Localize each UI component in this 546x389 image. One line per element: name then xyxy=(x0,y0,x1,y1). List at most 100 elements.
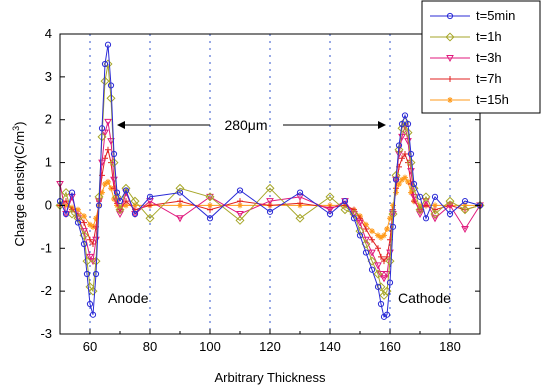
series-1 xyxy=(55,59,485,300)
legend-marker-3 xyxy=(447,76,453,82)
y-axis-title-superscript: 3 xyxy=(11,126,21,131)
series-2-point-42 xyxy=(410,193,418,201)
series-2-point-44 xyxy=(422,198,430,206)
series-2-point-24 xyxy=(326,206,334,214)
series-4-point-34 xyxy=(387,215,393,222)
series-1-point-14 xyxy=(109,158,119,168)
series-0-point-24 xyxy=(296,189,304,196)
legend-label-4: t=15h xyxy=(476,92,509,107)
series-0-point-25 xyxy=(326,210,334,218)
series-4-point-7 xyxy=(93,215,99,222)
series-4-point-32 xyxy=(381,232,387,239)
series-2-point-21 xyxy=(236,211,244,219)
series-3-point-29 xyxy=(369,236,375,243)
y-tick-label-2: 2 xyxy=(45,112,52,127)
series-4-point-21 xyxy=(237,202,243,209)
y-tick-label--3: -3 xyxy=(40,326,52,341)
distance-arrow-left-head xyxy=(117,121,125,129)
series-4-point-4 xyxy=(81,213,87,220)
series-3-point-30 xyxy=(375,245,381,252)
series-1-point-31 xyxy=(373,269,383,279)
legend-label-3: t=7h xyxy=(476,71,502,86)
series-0-point-6 xyxy=(86,300,94,308)
distance-annotation: 280μm xyxy=(117,117,386,133)
series-1-point-24 xyxy=(295,213,305,223)
series-4-point-9 xyxy=(99,189,105,196)
legend-label-2: t=3h xyxy=(476,50,502,65)
series-3-point-11 xyxy=(105,146,111,153)
series-1-point-7 xyxy=(88,286,98,296)
series-4-point-3 xyxy=(75,206,81,213)
series-0-point-18 xyxy=(131,210,139,218)
series-0-point-8 xyxy=(92,270,100,278)
x-tick-label-100: 100 xyxy=(199,339,221,354)
series-0-point-31 xyxy=(374,283,382,290)
series-0-point-3 xyxy=(74,219,82,226)
series-1-point-22 xyxy=(235,215,245,225)
series-0-point-29 xyxy=(362,249,370,256)
series-4-point-37 xyxy=(396,181,402,187)
series-1-point-47 xyxy=(445,196,455,206)
axis-ticks: 60 80 100 120 140 160 180 -3 -2 -1 0 1 2 3 4 xyxy=(40,26,481,354)
series-0-point-14 xyxy=(110,150,118,158)
series-1-point-43 xyxy=(409,183,419,193)
series-2-point-30 xyxy=(374,262,382,270)
x-axis-title: Arbitrary Thickness xyxy=(214,370,326,385)
series-1-point-26 xyxy=(340,205,350,215)
series-4-point-20 xyxy=(207,202,213,209)
legend-marker-4 xyxy=(447,97,453,103)
series-4-point-28 xyxy=(363,221,369,228)
series-0-point-12 xyxy=(104,41,112,48)
series-0-point-19 xyxy=(146,193,154,200)
series-2-point-45 xyxy=(431,215,439,223)
legend-item-4: t=15h xyxy=(430,92,509,107)
series-2-point-12 xyxy=(107,138,115,146)
x-tick-label-140: 140 xyxy=(319,339,341,354)
series-3-point-21 xyxy=(237,198,243,205)
series-4-point-31 xyxy=(378,234,384,241)
series-1-point-5 xyxy=(82,256,92,266)
legend-label-1: t=1h xyxy=(476,29,502,44)
series-4-point-41 xyxy=(408,189,414,196)
series-0-point-41 xyxy=(404,120,412,128)
series-1-point-13 xyxy=(106,93,116,103)
series-2-point-19 xyxy=(176,215,184,223)
series-3-point-20 xyxy=(207,206,213,213)
series-0-point-28 xyxy=(356,232,364,239)
series-0-point-35 xyxy=(386,279,394,286)
series-0-point-10 xyxy=(98,125,106,132)
series-1-point-38 xyxy=(394,145,404,155)
series-4-point-45 xyxy=(432,202,438,209)
series-1-point-42 xyxy=(406,158,416,168)
series-0-point-26 xyxy=(341,198,349,205)
series-1-point-1 xyxy=(61,188,71,198)
legend-item-0: t=5min xyxy=(430,8,515,23)
series-2-point-27 xyxy=(356,219,364,227)
series-0-point-13 xyxy=(107,82,115,89)
series-1-point-40 xyxy=(400,117,410,127)
x-tick-label-60: 60 xyxy=(83,339,97,354)
y-tick-label--2: -2 xyxy=(40,283,52,298)
series-1-point-35 xyxy=(385,256,395,266)
series-1-point-44 xyxy=(415,205,425,215)
series-3-point-38 xyxy=(399,155,405,162)
series-1-point-48 xyxy=(460,205,470,215)
series-4-point-29 xyxy=(369,228,375,235)
series-1-point-19 xyxy=(145,213,155,223)
series-4-point-39 xyxy=(402,174,408,181)
series-1-point-16 xyxy=(115,205,125,215)
series-4-point-36 xyxy=(393,189,399,196)
series-2-point-22 xyxy=(266,198,274,206)
series-1-point-41 xyxy=(403,128,413,138)
series-0-point-47 xyxy=(446,210,454,218)
series-0-point-48 xyxy=(461,198,469,205)
series-2-point-32 xyxy=(380,275,388,283)
series-1-point-25 xyxy=(325,192,335,202)
series-0-point-1 xyxy=(62,210,70,218)
series-0-point-22 xyxy=(236,187,244,194)
series-2-point-26 xyxy=(350,211,358,219)
series-0-point-5 xyxy=(83,270,91,278)
series-2-point-43 xyxy=(416,211,424,219)
legend-box xyxy=(421,0,541,114)
series-4-point-30 xyxy=(375,232,381,239)
